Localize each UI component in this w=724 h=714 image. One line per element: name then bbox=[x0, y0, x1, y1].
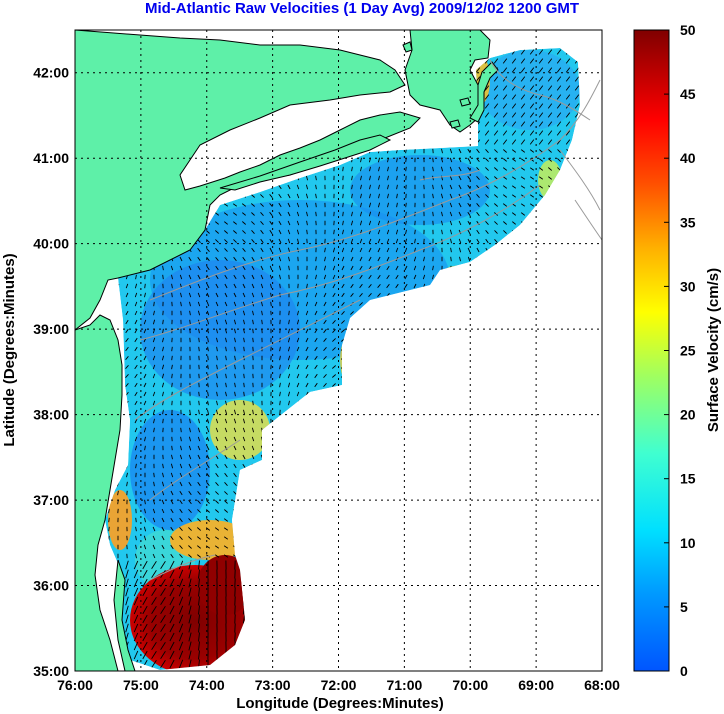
x-axis-label: Longitude (Degrees:Minutes) bbox=[236, 695, 444, 712]
x-tick-label: 72:00 bbox=[321, 677, 357, 693]
y-axis-label: Latitude (Degrees:Minutes) bbox=[1, 253, 18, 446]
y-tick-label: 39:00 bbox=[33, 321, 69, 337]
y-tick-label: 42:00 bbox=[33, 65, 69, 81]
land-masses bbox=[75, 30, 499, 671]
x-tick-labels: 76:00 75:00 74:00 73:00 72:00 71:00 70:00 69:00… bbox=[57, 677, 620, 693]
y-tick-label: 40:00 bbox=[33, 236, 69, 252]
x-tick-label: 69:00 bbox=[518, 677, 554, 693]
cape-cod bbox=[469, 61, 499, 123]
outer-banks bbox=[113, 559, 136, 671]
y-tick-label: 38:00 bbox=[33, 407, 69, 423]
colorbar bbox=[633, 29, 670, 672]
map-frame bbox=[74, 29, 603, 672]
x-tick-label: 68:00 bbox=[584, 677, 620, 693]
x-tick-label: 70:00 bbox=[452, 677, 488, 693]
colorbar-tick-label: 10 bbox=[680, 535, 696, 551]
colorbar-tick-label: 25 bbox=[680, 343, 696, 359]
x-tick-label: 71:00 bbox=[386, 677, 422, 693]
x-tick-label: 76:00 bbox=[57, 677, 93, 693]
colorbar-tick-label: 20 bbox=[680, 407, 696, 423]
new-england-land bbox=[75, 30, 491, 331]
map-plot-area bbox=[75, 30, 602, 671]
colorbar-tick-label: 5 bbox=[680, 599, 688, 615]
x-tick-label: 74:00 bbox=[189, 677, 225, 693]
bathymetry-contours bbox=[134, 59, 602, 581]
colorbar-tick-label: 40 bbox=[680, 150, 696, 166]
colorbar-tick-label: 0 bbox=[680, 663, 688, 679]
x-tick-label: 73:00 bbox=[255, 677, 291, 693]
colorbar-tick-label: 50 bbox=[680, 22, 696, 38]
colorbar-tick-label: 30 bbox=[680, 278, 696, 294]
colorbar-label: Surface Velocity (cm/s) bbox=[705, 268, 722, 432]
delmarva-virginia-land bbox=[75, 314, 123, 671]
y-tick-label: 37:00 bbox=[33, 492, 69, 508]
y-tick-label: 35:00 bbox=[33, 663, 69, 679]
colorbar-tick-label: 35 bbox=[680, 214, 696, 230]
map-grid bbox=[75, 30, 602, 671]
long-island bbox=[219, 134, 392, 191]
map-title: Mid-Atlantic Raw Velocities (1 Day Avg) … bbox=[144, 0, 580, 17]
colorbar-tick-label: 15 bbox=[680, 471, 696, 487]
y-tick-label: 36:00 bbox=[33, 578, 69, 594]
y-tick-labels: 42:00 41:00 40:00 39:00 38:00 37:00 36:00 35:00 bbox=[33, 65, 69, 679]
y-tick-label: 41:00 bbox=[33, 150, 69, 166]
x-tick-label: 75:00 bbox=[123, 677, 159, 693]
colorbar-tick-label: 45 bbox=[680, 86, 696, 102]
